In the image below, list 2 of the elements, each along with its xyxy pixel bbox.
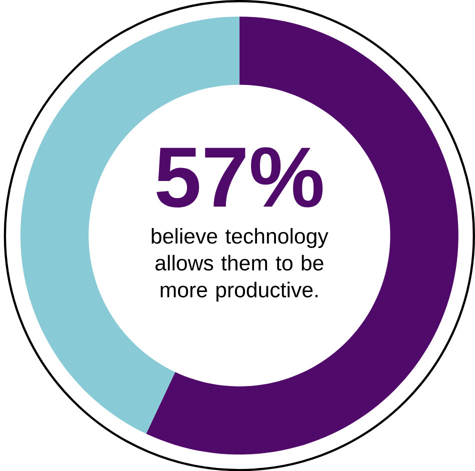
- data-label: 57%: [156, 147, 323, 208]
- text: believe technology allows them to be more productive.: [152, 228, 328, 302]
